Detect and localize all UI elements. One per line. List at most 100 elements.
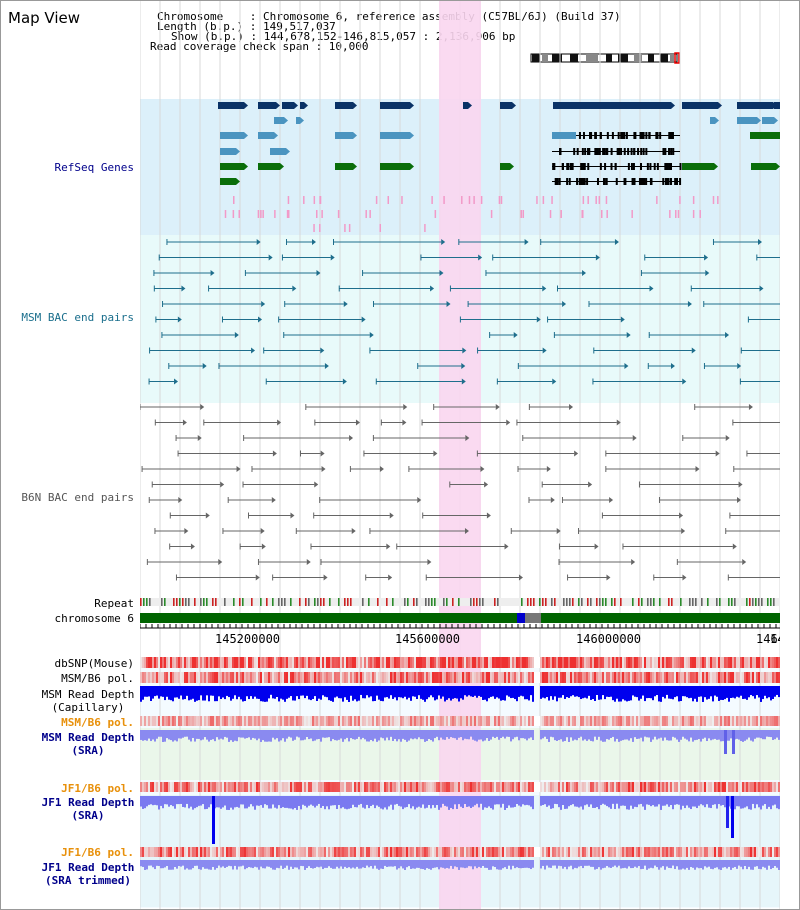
msm-pol2-cell (276, 716, 278, 726)
jf1-pol2-cell (746, 847, 748, 857)
msm-pol2-cell (638, 716, 640, 726)
msm-pol2-cell (426, 716, 428, 726)
dbsnp-cell (416, 657, 418, 668)
jf1-depth-sra-bar (306, 796, 308, 808)
repeat-mark (278, 598, 280, 606)
msm-depth-capillary-bar (622, 686, 624, 700)
msm-depth-sra-bar (688, 730, 690, 742)
msm-depth-sra-bar (276, 730, 278, 739)
msm-pol1-cell (610, 672, 612, 683)
dbsnp-cell (282, 657, 284, 668)
msm-depth-sra-bar (358, 730, 360, 737)
msm-depth-sra-bar (550, 730, 552, 737)
jf1-depth-sra-bar (312, 796, 314, 806)
msm-pol2-cell (530, 716, 532, 726)
jf1-depth-sra-bar (762, 796, 764, 806)
msm-depth-sra-bar (400, 730, 402, 742)
chromosome-ideogram[interactable] (530, 52, 680, 64)
msm-pol1-cell (274, 672, 276, 683)
dbsnp-cell (704, 657, 706, 668)
dbsnp-cell (360, 657, 362, 668)
jf1-depth-trim-bar (186, 860, 188, 869)
dbsnp-cell (384, 657, 386, 668)
msm-depth-sra-bar (352, 730, 354, 740)
jf1-pol1-cell (266, 782, 268, 792)
repeat-mark (542, 598, 544, 606)
msm-depth-capillary-bar (458, 686, 460, 702)
gene-exon (616, 148, 619, 155)
jf1-depth-trim-bar (578, 860, 580, 867)
msm-pol2-cell (466, 716, 468, 726)
repeat-mark (671, 598, 673, 606)
msm-depth-capillary-bar (266, 686, 268, 702)
msm-depth-capillary-bar (212, 686, 214, 696)
msm-depth-sra-bar (364, 730, 366, 740)
jf1-pol2-cell (298, 847, 300, 857)
b6n-pair-end (403, 404, 408, 410)
msm-pol1-cell (284, 672, 286, 683)
track-label-b6n-bac[interactable]: B6N BAC end pairs (21, 491, 134, 504)
jf1-depth-sra-bar (614, 796, 616, 810)
jf1-pol2-cell (566, 847, 568, 857)
jf1-depth-trim-bar (424, 860, 426, 870)
msm-pol2-cell (160, 716, 162, 726)
dbsnp-cell (510, 657, 512, 668)
chromosome-strip (140, 613, 780, 623)
dbsnp-cell (400, 657, 402, 668)
msm-depth-capillary-bar (474, 686, 476, 696)
msm-depth-sra-bar (664, 730, 666, 738)
jf1-pol2-cell (648, 847, 650, 857)
msm-depth-sra-bar (282, 730, 284, 739)
msm-depth-sra-bar (190, 730, 192, 742)
msm-pol1-cell (236, 672, 238, 683)
msm-pol2-cell (704, 716, 706, 726)
jf1-depth-sra-bar (194, 796, 196, 809)
msm-pol1-cell (354, 672, 356, 683)
jf1-pol2-cell (642, 847, 644, 857)
msm-pair-end (626, 332, 631, 338)
track-label-refseq-genes[interactable]: RefSeq Genes (54, 161, 134, 174)
b6n-pair-end (220, 481, 225, 488)
msm-pol2-cell (446, 716, 448, 726)
dbsnp-cell (486, 657, 488, 668)
repeat-mark (416, 598, 418, 606)
gene-exon (573, 148, 576, 155)
msm-pair-end (759, 285, 764, 292)
jf1-depth-trim-bar (312, 860, 314, 869)
msm-pol1-cell (580, 672, 582, 683)
b6n-pair-end (205, 512, 210, 519)
dbsnp-cell (582, 657, 584, 668)
msm-depth-sra-bar (384, 730, 386, 741)
jf1-depth-sra-bar (182, 796, 184, 808)
msm-pol2-cell (626, 716, 628, 726)
msm-pol1-cell (154, 672, 156, 683)
jf1-depth-trim-bar (368, 860, 370, 868)
gene-tick (461, 196, 463, 204)
msm-pair-end (324, 363, 329, 369)
jf1-depth-trim-bar (386, 860, 388, 867)
genome-track-area[interactable]: 1448000001452000001456000001460000001464… (140, 0, 780, 910)
dbsnp-cell (556, 657, 558, 668)
msm-pol1-cell (210, 672, 212, 683)
msm-pol2-cell (678, 716, 680, 726)
jf1-pol1-cell (516, 782, 518, 792)
jf1-depth-sra-bar (258, 796, 260, 806)
b6n-pair-end (574, 450, 579, 457)
msm-pol1-cell (708, 672, 710, 683)
dbsnp-cell (266, 657, 268, 668)
jf1-pol1-cell (712, 782, 714, 792)
msm-pol2-cell (148, 716, 150, 726)
dbsnp-cell (576, 657, 578, 668)
msm-depth-sra-bar (346, 730, 348, 738)
jf1-depth-trim-bar (606, 860, 608, 867)
msm-pair-end (691, 347, 696, 354)
jf1-pol1-cell (702, 782, 704, 792)
jf1-depth-sra-bar (334, 796, 336, 806)
jf1-depth-sra-bar (488, 796, 490, 807)
msm-depth-sra-bar (216, 730, 218, 738)
track-label-msm-bac[interactable]: MSM BAC end pairs (21, 311, 134, 324)
msm-depth-sra-bar (692, 730, 694, 742)
jf1-depth-sra-spike (731, 796, 734, 838)
b6n-pair-end (197, 435, 202, 441)
b6n-pair-end (272, 450, 277, 457)
